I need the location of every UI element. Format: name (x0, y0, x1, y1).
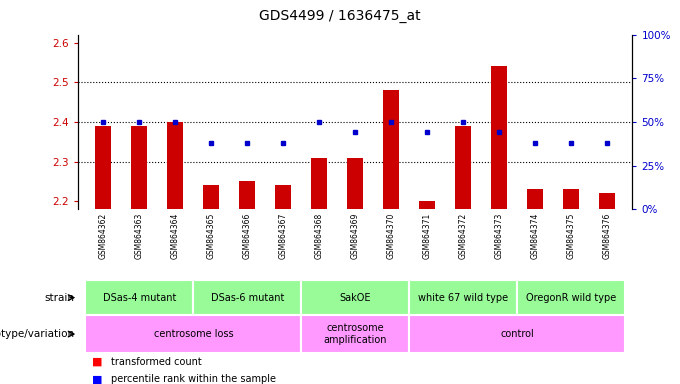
Bar (95, 126, 112, 209)
Text: centrosome loss: centrosome loss (154, 329, 233, 339)
Text: DSas-6 mutant: DSas-6 mutant (211, 293, 284, 303)
Bar (409, 315, 625, 353)
Text: transformed count: transformed count (111, 357, 201, 367)
Text: centrosome
amplification: centrosome amplification (324, 323, 387, 345)
Text: GSM864376: GSM864376 (602, 213, 612, 259)
Text: GSM864372: GSM864372 (459, 213, 468, 259)
Text: GSM864366: GSM864366 (243, 213, 252, 259)
Text: GSM864369: GSM864369 (351, 213, 360, 259)
Text: GSM864364: GSM864364 (171, 213, 180, 259)
Text: GSM864368: GSM864368 (315, 213, 324, 259)
Text: GSM864370: GSM864370 (387, 213, 396, 259)
Bar (455, 126, 471, 209)
Bar (301, 315, 409, 353)
Bar (301, 280, 409, 315)
Text: control: control (500, 329, 534, 339)
Text: ■: ■ (92, 357, 102, 367)
Text: GSM864373: GSM864373 (495, 213, 504, 259)
Text: OregonR wild type: OregonR wild type (526, 293, 616, 303)
Bar (167, 122, 184, 209)
Text: strain: strain (45, 293, 75, 303)
Bar (419, 201, 435, 209)
Bar (193, 280, 301, 315)
Bar (275, 185, 292, 209)
Bar (311, 158, 327, 209)
Text: GDS4499 / 1636475_at: GDS4499 / 1636475_at (259, 8, 421, 23)
Bar (517, 280, 625, 315)
Text: ■: ■ (92, 374, 102, 384)
Text: GSM864375: GSM864375 (566, 213, 576, 259)
Bar (86, 315, 301, 353)
Bar (239, 182, 256, 209)
Text: GSM864362: GSM864362 (99, 213, 108, 259)
Bar (563, 189, 579, 209)
Text: white 67 wild type: white 67 wild type (418, 293, 509, 303)
Text: genotype/variation: genotype/variation (0, 329, 75, 339)
Bar (203, 185, 220, 209)
Text: GSM864371: GSM864371 (423, 213, 432, 259)
Text: SakOE: SakOE (339, 293, 371, 303)
Bar (86, 280, 193, 315)
Bar (491, 66, 507, 209)
Bar (527, 189, 543, 209)
Text: DSas-4 mutant: DSas-4 mutant (103, 293, 176, 303)
Text: GSM864374: GSM864374 (530, 213, 540, 259)
Text: percentile rank within the sample: percentile rank within the sample (111, 374, 276, 384)
Text: GSM864363: GSM864363 (135, 213, 144, 259)
Bar (599, 194, 615, 209)
Bar (131, 126, 148, 209)
Text: GSM864367: GSM864367 (279, 213, 288, 259)
Bar (409, 280, 517, 315)
Bar (347, 158, 363, 209)
Text: GSM864365: GSM864365 (207, 213, 216, 259)
Bar (384, 90, 399, 209)
